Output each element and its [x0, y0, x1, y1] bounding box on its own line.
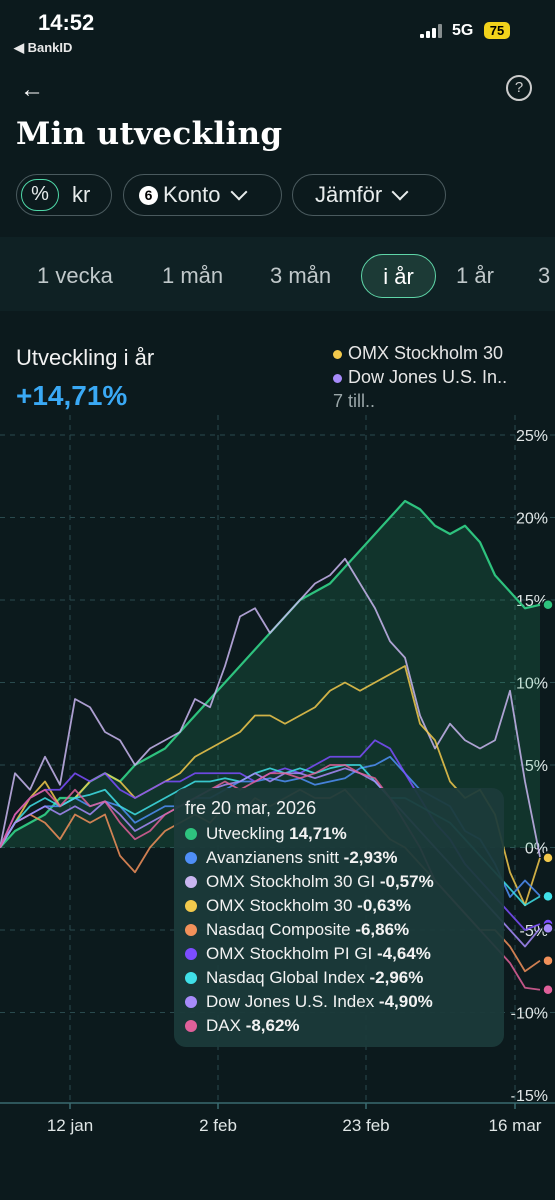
tooltip-series-value: -0,63%: [357, 896, 412, 915]
tooltip-row: OMX Stockholm PI GI -4,64%: [185, 944, 493, 968]
series-end-point: [542, 922, 554, 935]
tooltip-row: Utveckling 14,71%: [185, 824, 493, 848]
utveckling-area: [0, 501, 540, 848]
series-end-point: [542, 890, 554, 903]
chart-tooltip: fre 20 mar, 2026 Utveckling 14,71% Avanzi…: [174, 788, 504, 1047]
tooltip-dot: [185, 948, 197, 960]
konto-dropdown[interactable]: 6 Konto: [123, 174, 282, 216]
legend-dot: [333, 374, 342, 383]
back-app-name: BankID: [27, 40, 73, 55]
legend-label: OMX Stockholm 30: [348, 343, 504, 363]
x-tick-label: 12 jan: [47, 1116, 93, 1135]
compare-label: Jämför: [315, 182, 383, 207]
tooltip-dot: [185, 852, 197, 864]
tooltip-series-value: -4,90%: [378, 992, 433, 1011]
tooltip-series-value: -8,62%: [245, 1016, 300, 1035]
clock: 14:52: [38, 10, 95, 35]
tooltip-series-name: Utveckling: [206, 824, 290, 843]
tooltip-dot: [185, 924, 197, 936]
series-end-point: [542, 852, 554, 864]
konto-count-badge: 6: [139, 185, 158, 205]
tooltip-series-value: -2,93%: [343, 848, 398, 867]
tooltip-dot: [185, 828, 197, 840]
tooltip-dot: [185, 900, 197, 912]
tooltip-series-name: DAX: [206, 1016, 246, 1035]
period-tabs: 1 vecka 1 mån 3 mån i år 1 år 3: [0, 237, 555, 311]
tooltip-row: DAX -8,62%: [185, 1016, 493, 1040]
tooltip-dot: [185, 876, 197, 888]
y-tick-label: -10%: [511, 1006, 548, 1023]
unit-percent-option[interactable]: %: [21, 179, 59, 211]
tooltip-series-name: OMX Stockholm PI GI: [206, 944, 377, 963]
tooltip-series-value: -4,64%: [377, 944, 431, 963]
tooltip-row: Dow Jones U.S. Index -4,90%: [185, 992, 493, 1016]
status-bar: 14:52 ◀ BankID 5G 75: [0, 0, 555, 60]
tooltip-series-value: 14,71%: [289, 824, 347, 843]
tooltip-series-name: Nasdaq Composite: [206, 920, 356, 939]
tab-3-man[interactable]: 3 mån: [270, 263, 332, 288]
page-title: Min utveckling: [16, 116, 283, 152]
tooltip-series-name: OMX Stockholm 30: [206, 896, 358, 915]
y-tick-label: 10%: [516, 676, 548, 693]
network-type: 5G: [452, 22, 474, 39]
tooltip-series-name: OMX Stockholm 30 GI: [206, 872, 380, 891]
unit-toggle[interactable]: % kr: [16, 174, 112, 216]
tab-1-man[interactable]: 1 mån: [162, 263, 224, 288]
tooltip-dot: [185, 996, 197, 1008]
tooltip-dot: [185, 1020, 197, 1032]
y-tick-label: 5%: [525, 758, 548, 775]
chevron-down-icon: [391, 183, 409, 201]
arrow-left-icon[interactable]: ←: [20, 76, 44, 103]
tooltip-series-value: -2,96%: [369, 968, 424, 987]
y-tick-label: 25%: [516, 428, 548, 445]
tooltip-series-name: Nasdaq Global Index: [206, 968, 370, 987]
chevron-down-icon: [230, 183, 247, 201]
battery-icon: 75: [484, 22, 510, 39]
tab-3-ar[interactable]: 3: [538, 263, 551, 288]
compare-dropdown[interactable]: Jämför: [292, 174, 446, 216]
series-end-point: [542, 599, 554, 611]
tooltip-date: fre 20 mar, 2026: [185, 798, 317, 818]
tab-i-ar[interactable]: i år: [361, 254, 436, 298]
back-to-app-link[interactable]: ◀ BankID: [14, 40, 73, 55]
legend-item: OMX Stockholm 30: [333, 343, 507, 367]
tooltip-series-value: -6,86%: [355, 920, 410, 939]
x-tick-label: 2 feb: [199, 1116, 237, 1135]
y-tick-label: -5%: [520, 923, 548, 940]
tooltip-row: Avanzianens snitt -2,93%: [185, 848, 493, 872]
summary-value: +14,71%: [16, 380, 128, 411]
legend-label: Dow Jones U.S. In..: [348, 367, 508, 387]
unit-kr-option[interactable]: kr: [72, 182, 91, 207]
y-tick-label: -15%: [511, 1088, 548, 1105]
tab-1-ar[interactable]: 1 år: [456, 263, 494, 288]
chart-legend[interactable]: OMX Stockholm 30 Dow Jones U.S. In.. 7 t…: [333, 343, 507, 415]
signal-icon: [420, 24, 446, 38]
tooltip-series-name: Dow Jones U.S. Index: [206, 992, 379, 1011]
series-line-omx-stockholm-30-gi: [0, 557, 541, 858]
series-end-point: [542, 954, 554, 967]
konto-label: Konto: [163, 182, 221, 207]
summary-label: Utveckling i år: [16, 345, 155, 370]
series-end-point: [542, 983, 554, 996]
tooltip-series-name: Avanzianens snitt: [206, 848, 344, 867]
tooltip-row: OMX Stockholm 30 GI -0,57%: [185, 872, 493, 896]
y-tick-label: 20%: [516, 511, 548, 528]
tooltip-row: OMX Stockholm 30 -0,63%: [185, 896, 493, 920]
tooltip-series-value: -0,57%: [379, 872, 434, 891]
legend-dot: [333, 350, 342, 359]
question-icon[interactable]: ?: [506, 75, 532, 101]
legend-item: Dow Jones U.S. In..: [333, 367, 507, 391]
x-tick-label: 23 feb: [342, 1116, 389, 1135]
tooltip-dot: [185, 972, 197, 984]
x-tick-label: 16 mar: [489, 1116, 542, 1135]
tooltip-row: Nasdaq Global Index -2,96%: [185, 968, 493, 992]
tooltip-row: Nasdaq Composite -6,86%: [185, 920, 493, 944]
legend-more[interactable]: 7 till..: [333, 391, 376, 411]
y-tick-label: 0%: [525, 841, 548, 858]
tab-1-vecka[interactable]: 1 vecka: [37, 263, 113, 288]
